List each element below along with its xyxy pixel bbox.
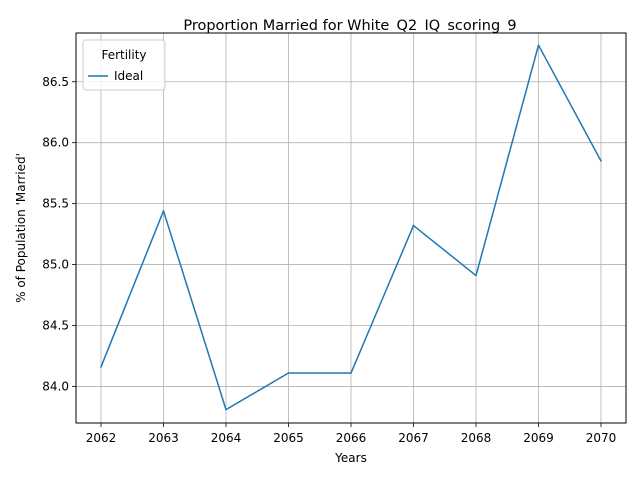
y-tick-label: 86.5: [42, 75, 69, 89]
data-point: [537, 44, 540, 46]
data-point: [225, 408, 227, 411]
y-tick-label: 86.0: [42, 136, 69, 150]
data-point: [412, 224, 415, 227]
y-tick-label: 85.0: [42, 258, 69, 272]
x-tick-label: 2063: [148, 431, 179, 445]
x-tick-label: 2068: [461, 431, 492, 445]
y-tick-label: 85.5: [42, 197, 69, 211]
series-layer: [100, 44, 602, 411]
data-point: [350, 372, 352, 374]
data-point: [162, 210, 165, 212]
x-axis-ticks: 2062 2063 2064 2065 2066 2067 2068 2069 2070: [86, 423, 617, 445]
x-tick-label: 2064: [211, 431, 242, 445]
legend-entry-label: Ideal: [114, 69, 143, 83]
x-tick-label: 2067: [398, 431, 429, 445]
data-point: [100, 366, 102, 368]
x-tick-label: 2066: [336, 431, 367, 445]
y-tick-label: 84.5: [42, 319, 69, 333]
x-tick-label: 2062: [86, 431, 117, 445]
y-axis-label: % of Population 'Married': [14, 153, 28, 303]
grid: [76, 33, 626, 423]
x-tick-label: 2069: [523, 431, 554, 445]
data-point: [475, 274, 477, 277]
x-tick-label: 2070: [586, 431, 617, 445]
data-point: [600, 160, 602, 162]
legend: Fertility Ideal: [82, 39, 166, 91]
y-axis-ticks: 84.0 84.5 85.0 85.5 86.0 86.5: [42, 75, 76, 393]
data-point: [287, 372, 290, 374]
legend-box: [82, 39, 166, 91]
legend-title: Fertility: [101, 48, 146, 62]
x-axis-label: Years: [334, 451, 367, 465]
y-tick-label: 84.0: [42, 379, 69, 393]
x-tick-label: 2065: [273, 431, 304, 445]
chart-title: Proportion Married for White_Q2_IQ_scori…: [183, 18, 516, 34]
